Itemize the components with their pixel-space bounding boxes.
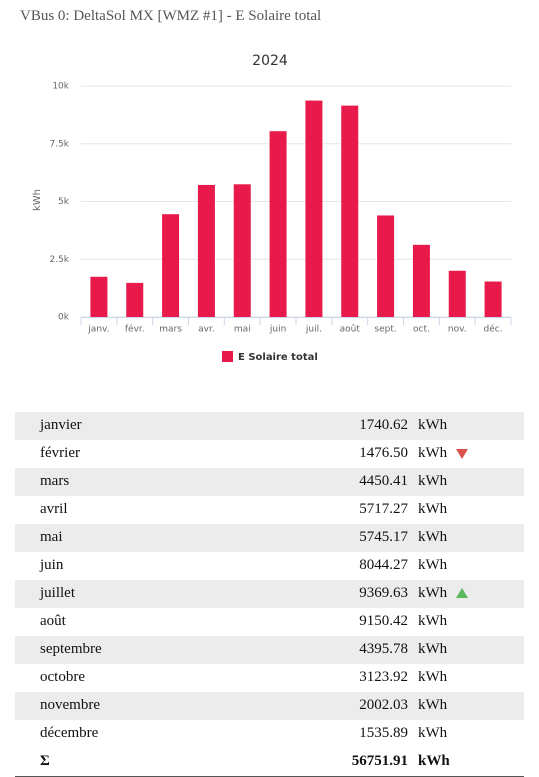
month: juillet: [40, 585, 75, 601]
bar: [90, 276, 108, 317]
value: 4450.41: [359, 473, 408, 489]
x-tick-label: mai: [234, 325, 251, 335]
unit: kWh: [418, 501, 448, 517]
unit: kWh: [418, 585, 448, 601]
bar: [126, 282, 144, 317]
chart-title: 2024: [252, 53, 288, 69]
value: 8044.27: [359, 557, 408, 573]
unit: kWh: [418, 613, 448, 629]
value: 1476.50: [359, 445, 408, 461]
bar: [233, 184, 251, 317]
x-tick-label: juin: [269, 325, 286, 335]
bar: [162, 214, 180, 317]
month: avril: [40, 501, 68, 517]
month: mars: [40, 473, 70, 489]
unit: kWh: [418, 725, 448, 741]
up-arrow: [456, 588, 468, 598]
bar: [269, 131, 287, 317]
month: septembre: [40, 641, 102, 657]
month: février: [40, 445, 80, 461]
x-tick-label: oct.: [413, 325, 430, 335]
month: juin: [40, 557, 64, 573]
month: novembre: [40, 697, 100, 713]
value: 3123.92: [359, 669, 408, 685]
table-row: janvier 1740.62 kWh: [15, 412, 524, 440]
table-row: octobre 3123.92 kWh: [15, 664, 524, 692]
legend-label: E Solaire total: [238, 352, 318, 363]
unit: kWh: [418, 417, 448, 433]
table-row: mars 4450.41 kWh: [15, 468, 524, 496]
bar: [448, 270, 466, 317]
value: 9369.63: [359, 585, 408, 601]
month: août: [40, 613, 66, 629]
month: mai: [40, 529, 63, 545]
value: 56751.91: [351, 753, 408, 769]
table-row: Σ 56751.91 kWh: [15, 748, 524, 777]
chart: 2024 kWh 0k 2.5k 5k 7.5k 10k janv. févr. mars av…: [32, 53, 512, 363]
x-tick-label: mars: [159, 325, 182, 335]
x-tick-label: nov.: [448, 325, 467, 335]
table-row: juin 8044.27 kWh: [15, 552, 524, 580]
month: janvier: [40, 417, 82, 433]
bar: [412, 244, 430, 317]
unit: kWh: [418, 529, 448, 545]
table-row: août 9150.42 kWh: [15, 608, 524, 636]
unit: kWh: [418, 669, 448, 685]
down-arrow: [456, 449, 468, 459]
table-row: décembre 1535.89 kWh: [15, 720, 524, 748]
unit: kWh: [418, 753, 450, 769]
y-tick-label: 2.5k: [49, 255, 69, 265]
bar: [305, 100, 323, 317]
value: 4395.78: [359, 641, 408, 657]
x-tick-label: août: [340, 325, 361, 335]
y-tick-label: 5k: [58, 197, 70, 207]
unit: kWh: [418, 697, 448, 713]
month: décembre: [40, 725, 99, 741]
table: janvier 1740.62 kWh février 1476.50 kWh mars 44…: [15, 412, 524, 777]
value: 2002.03: [359, 697, 408, 713]
bar: [484, 281, 502, 317]
y-tick-label: 0k: [58, 313, 70, 323]
value: 5745.17: [359, 529, 408, 545]
y-axis-label: kWh: [32, 189, 43, 211]
value: 1740.62: [359, 417, 408, 433]
x-tick-label: janv.: [87, 325, 109, 335]
unit: kWh: [418, 445, 448, 461]
x-tick-label: juil.: [305, 325, 322, 335]
table-row: avril 5717.27 kWh: [15, 496, 524, 524]
table-row: septembre 4395.78 kWh: [15, 636, 524, 664]
value: 9150.42: [359, 613, 408, 629]
unit: kWh: [418, 557, 448, 573]
legend-swatch: [222, 351, 233, 362]
bar: [197, 184, 215, 317]
month: Σ: [40, 753, 50, 769]
unit: kWh: [418, 641, 448, 657]
page-title: VBus 0: DeltaSol MX [WMZ #1] - E Solaire…: [20, 8, 322, 24]
x-tick-label: sept.: [374, 325, 396, 335]
bar: [377, 215, 395, 317]
value: 5717.27: [359, 501, 408, 517]
y-tick-label: 10k: [52, 82, 69, 92]
x-tick-label: déc.: [484, 324, 503, 335]
table-row: mai 5745.17 kWh: [15, 524, 524, 552]
table-row: novembre 2002.03 kWh: [15, 692, 524, 720]
month: octobre: [40, 669, 85, 685]
y-tick-label: 7.5k: [49, 139, 69, 149]
table-row: juillet 9369.63 kWh: [15, 580, 524, 608]
unit: kWh: [418, 473, 448, 489]
x-tick-label: avr.: [198, 325, 215, 335]
bar: [341, 105, 359, 317]
x-tick-label: févr.: [125, 324, 145, 335]
table-row: février 1476.50 kWh: [15, 440, 524, 468]
value: 1535.89: [359, 725, 408, 741]
